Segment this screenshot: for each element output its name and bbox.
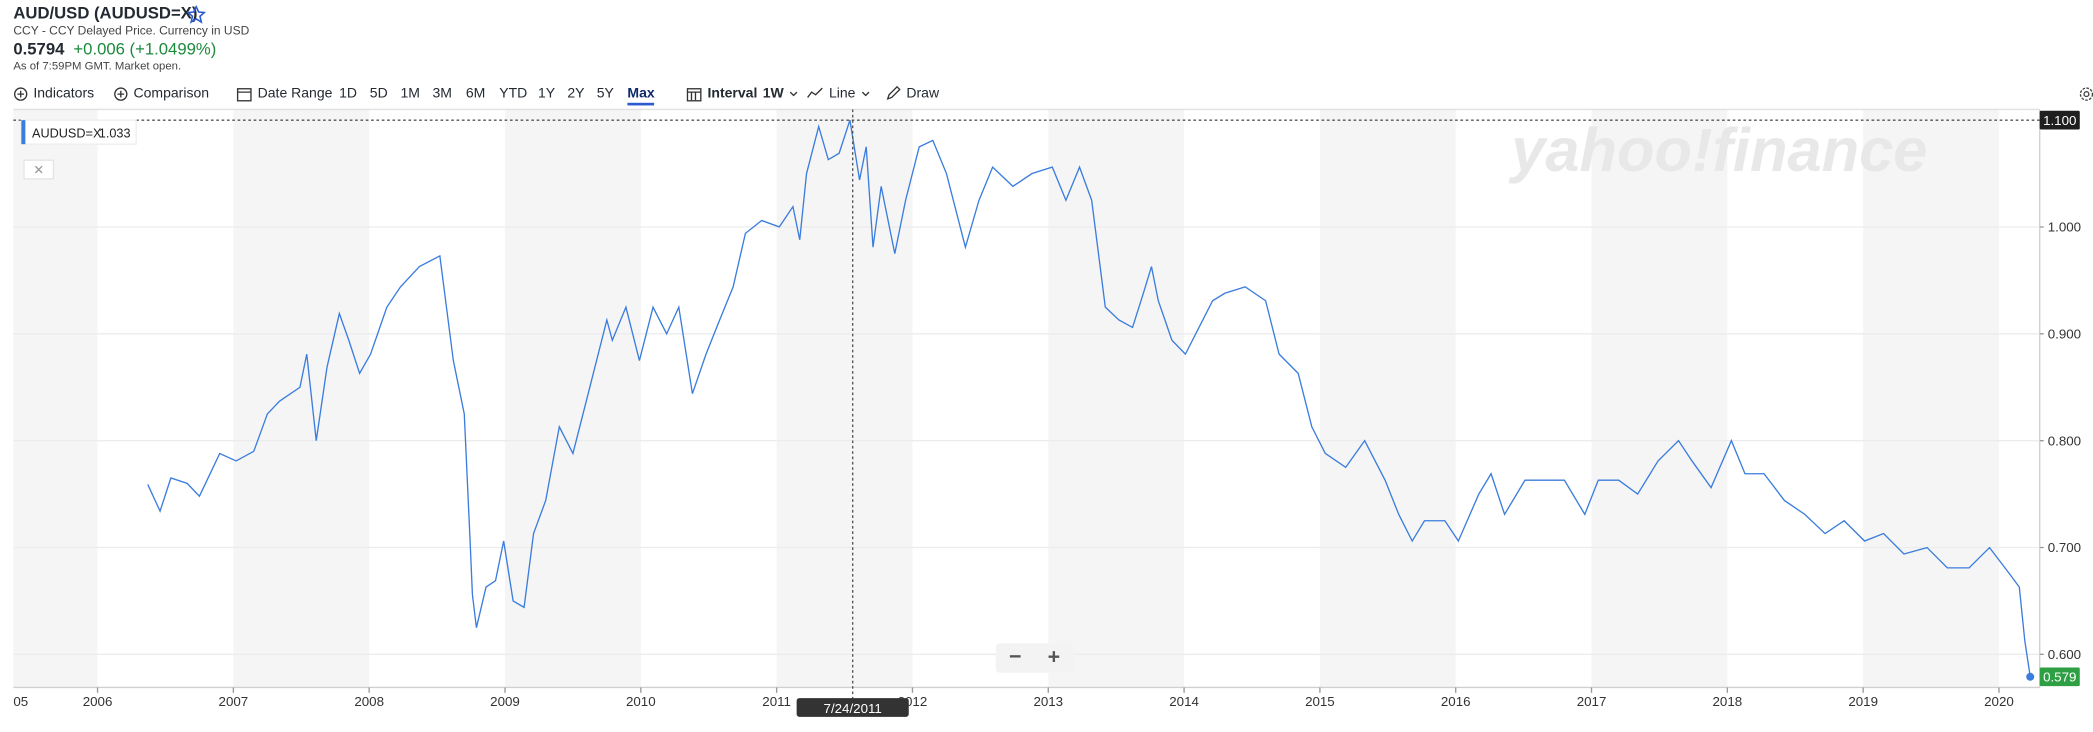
x-tick-label: 2011	[762, 694, 791, 709]
crosshair-x-label: 7/24/2011	[824, 701, 882, 716]
label: Indicators	[33, 85, 95, 102]
y-tick-label: 0.700	[2048, 540, 2081, 555]
quote-price: 0.5794	[13, 40, 65, 59]
label: Comparison	[133, 85, 210, 102]
range-button[interactable]: Max	[627, 85, 655, 106]
watchlist-star[interactable]	[186, 5, 206, 24]
x-tick-label: 2020	[1984, 694, 2014, 709]
year-band	[13, 109, 98, 688]
x-tick-label: 2019	[1848, 694, 1878, 709]
y-tick-label: 0.600	[2048, 647, 2081, 662]
year-band	[1591, 109, 1728, 688]
interval-button[interactable]: Interval 1W	[686, 85, 798, 101]
range-button[interactable]: 1D	[339, 85, 358, 102]
x-tick-label: 2016	[1441, 694, 1471, 709]
line-icon	[807, 87, 823, 98]
y-tick-label: 1.000	[2048, 220, 2081, 235]
x-tick-label: 2007	[219, 694, 249, 709]
last-price-box	[2039, 667, 2080, 687]
quote-time: As of 7:59PM GMT. Market open.	[13, 58, 182, 73]
pencil-icon	[886, 85, 901, 100]
caret	[789, 90, 798, 96]
close-icon	[34, 165, 43, 174]
x-tick-label: 2014	[1169, 694, 1199, 709]
x-tick-label: 2018	[1713, 694, 1743, 709]
range-button[interactable]: 5Y	[596, 85, 614, 102]
crosshair-y-box	[2039, 110, 2080, 130]
range-button[interactable]: 2Y	[567, 85, 585, 102]
quote-change: +0.006 (+1.0499%)	[73, 40, 217, 59]
year-band	[1048, 109, 1185, 688]
range-button[interactable]: YTD	[499, 85, 528, 102]
x-tick-label: 2015	[1305, 694, 1335, 709]
chart-type-button[interactable]: Line	[806, 85, 870, 101]
legend-box	[20, 119, 137, 145]
label: Interval	[707, 85, 758, 102]
zoom-in[interactable]: +	[1047, 646, 1061, 669]
x-tick-label: 05	[13, 694, 28, 709]
x-tick-label: 2006	[83, 694, 113, 709]
x-tick-label: 2013	[1033, 694, 1063, 709]
price-line	[147, 119, 2031, 677]
calendar-icon	[236, 87, 252, 101]
settings-icon[interactable]	[2078, 87, 2093, 102]
plus-icon	[14, 86, 28, 101]
label: Draw	[906, 85, 940, 102]
range-button[interactable]: 3M	[432, 85, 452, 102]
x-tick-label: 2008	[354, 694, 384, 709]
crosshair-x-box	[796, 698, 909, 717]
zoom-controls: − +	[995, 643, 1074, 673]
x-tick-label: 2010	[626, 694, 656, 709]
interval-icon	[686, 87, 702, 101]
interval-value: 1W	[762, 85, 784, 102]
y-tick-label: 0.900	[2048, 327, 2081, 342]
label: Line	[828, 85, 856, 102]
draw-button[interactable]: Draw	[885, 85, 939, 101]
last-price-label: 0.579	[2043, 669, 2076, 684]
quote-title: AUD/USD (AUDUSD=X)	[13, 4, 198, 23]
year-band	[1319, 109, 1456, 688]
legend-value: 1.033	[99, 126, 131, 140]
range-button[interactable]: 5D	[369, 85, 388, 102]
last-point	[2026, 672, 2035, 681]
legend-swatch	[21, 120, 26, 145]
x-tick-label: 2017	[1577, 694, 1607, 709]
year-band	[776, 109, 913, 688]
range-button[interactable]: 1M	[400, 85, 420, 102]
year-band	[505, 109, 641, 688]
date-range-button[interactable]: Date Range	[236, 85, 332, 101]
quote-subtitle: CCY - CCY Delayed Price. Currency in USD	[13, 24, 250, 38]
range-button[interactable]: 6M	[465, 85, 486, 102]
indicators-button[interactable]: Indicators	[13, 85, 94, 101]
zoom-out[interactable]: −	[1008, 646, 1022, 669]
comparison-button[interactable]: Comparison	[113, 85, 209, 101]
caret	[861, 90, 870, 96]
year-band	[1863, 109, 1999, 688]
label: Date Range	[257, 85, 333, 102]
plus-icon	[114, 86, 128, 101]
crosshair-y-label: 1.100	[2043, 113, 2076, 128]
legend-name: AUDUSD=X	[32, 126, 102, 140]
y-tick-label: 0.800	[2048, 433, 2081, 448]
watermark: yahoo!finance	[1508, 116, 1927, 185]
x-tick-label: 2009	[490, 694, 520, 709]
range-button[interactable]: 1Y	[537, 85, 556, 102]
year-band	[233, 109, 370, 688]
